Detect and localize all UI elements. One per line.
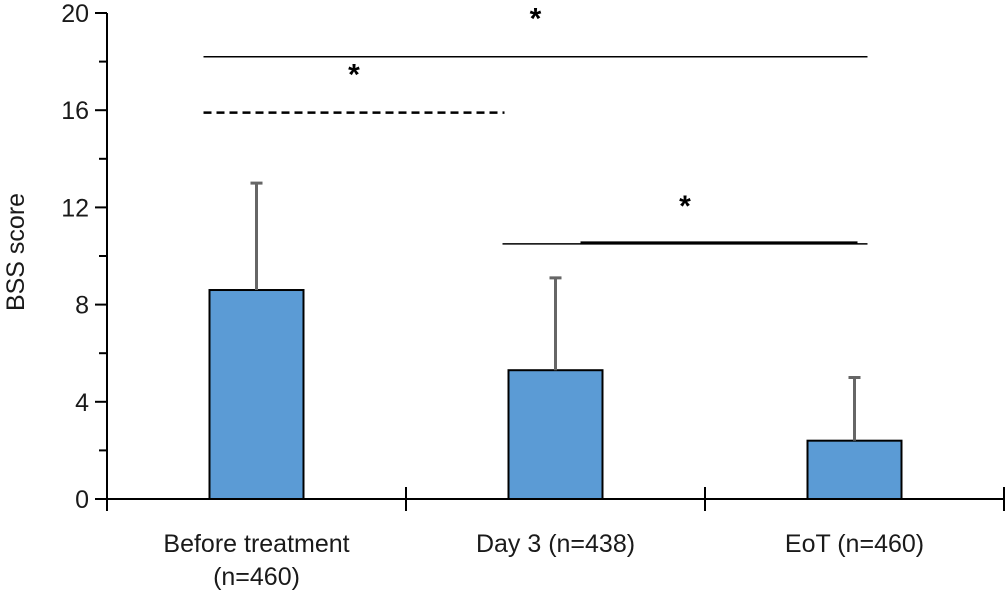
x-axis: Before treatment (n=460) Day 3 (n=438) EoT … [106, 487, 1005, 591]
significance-asterisk: * [679, 190, 691, 223]
x-category-label: Day 3 (n=438) [476, 530, 635, 558]
significance-brackets: * * * [203, 3, 868, 245]
x-category-label: EoT (n=460) [785, 530, 924, 558]
y-tick-label: 12 [61, 194, 89, 222]
bar [507, 369, 604, 500]
error-bars [250, 181, 861, 441]
bar [208, 289, 305, 500]
bars [208, 289, 903, 500]
y-tick-label: 8 [75, 292, 89, 320]
y-tick-label: 20 [61, 0, 89, 28]
x-category-label: Before treatment [163, 530, 349, 558]
x-category-label: (n=460) [213, 563, 300, 591]
bar [806, 439, 903, 500]
significance-asterisk: * [348, 59, 360, 92]
y-tick-label: 0 [75, 486, 89, 514]
y-axis: 0 4 8 12 16 20 [61, 0, 108, 514]
y-tick-label: 16 [61, 97, 89, 125]
y-axis-title: BSS score [2, 193, 30, 311]
significance-asterisk: * [530, 3, 542, 36]
y-tick-label: 4 [75, 389, 89, 417]
